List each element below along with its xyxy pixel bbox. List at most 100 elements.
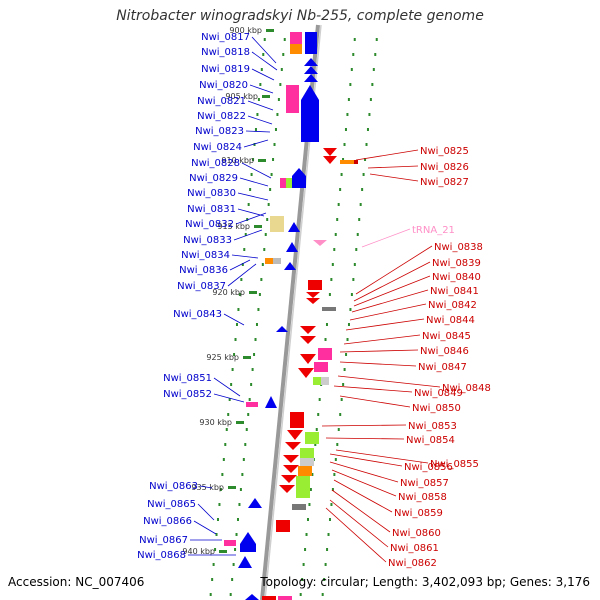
gene-arrow-reverse	[323, 148, 337, 156]
leader-line	[339, 349, 419, 353]
track-dot	[337, 203, 340, 206]
gene-label-right: Nwi_0861	[390, 543, 439, 554]
track-dot	[247, 413, 250, 416]
leader-line	[227, 263, 257, 287]
gene-labels: Nwi_0817 Nwi_0818 Nwi_0819 Nwi_0820 Nwi_0821…	[137, 32, 491, 569]
gene-block	[265, 258, 273, 264]
track-dot	[364, 158, 367, 161]
leader-line	[351, 289, 429, 313]
gene-label-right: Nwi_0846	[420, 346, 469, 357]
leader-line	[325, 437, 405, 440]
leader-line	[367, 165, 419, 169]
track-dot	[231, 368, 234, 371]
label-leaders	[188, 36, 441, 563]
track-dot	[238, 293, 241, 296]
leader-line	[241, 162, 272, 179]
track-dot	[345, 353, 348, 356]
track-dot	[214, 548, 217, 551]
track-dot	[237, 308, 240, 311]
track-dot	[359, 203, 362, 206]
track-dot	[235, 533, 238, 536]
gene-label-left: Nwi_0828	[191, 158, 240, 169]
track-dot	[249, 188, 252, 191]
track-dot	[279, 83, 282, 86]
track-dot	[374, 53, 377, 56]
track-dot	[229, 593, 232, 596]
leader-line	[331, 469, 397, 497]
track-dot	[263, 248, 266, 251]
track-dot	[266, 218, 269, 221]
track-dot	[236, 518, 239, 521]
track-dot	[244, 443, 247, 446]
gene-arrow-reverse	[300, 354, 316, 364]
accession-text: Accession: NC_007406	[8, 575, 145, 589]
gene-label-right: Nwi_0858	[398, 492, 447, 503]
track-dot	[318, 398, 321, 401]
track-dot	[264, 233, 267, 236]
leader-line	[243, 139, 269, 148]
trna-mark	[313, 240, 327, 246]
leader-line	[329, 461, 399, 483]
track-dot	[356, 233, 359, 236]
track-dots	[209, 38, 378, 596]
leader-line	[329, 499, 389, 548]
kbp-tick-mark	[219, 550, 227, 553]
track-dot	[227, 413, 230, 416]
track-dot	[347, 98, 350, 101]
track-dot	[225, 428, 228, 431]
gene-label-left: Nwi_0868	[137, 550, 186, 561]
gene-arrow-reverse	[298, 368, 314, 378]
gene-label-right: Nwi_0856	[404, 462, 453, 473]
gene-arrow-forward	[304, 58, 318, 66]
kbp-tick-label: 905 kbp	[225, 92, 258, 101]
gene-arrow-forward	[286, 242, 298, 252]
gene-arrow-reverse	[283, 465, 299, 473]
track-dot	[350, 68, 353, 71]
track-dot	[330, 503, 333, 506]
leader-line	[223, 313, 245, 326]
leader-line	[251, 36, 277, 64]
gene-label-right: Nwi_0840	[432, 272, 481, 283]
kbp-tick-mark	[236, 421, 244, 424]
gene-label-left: Nwi_0821	[197, 96, 246, 107]
kbp-tick-label: 925 kbp	[206, 353, 239, 362]
gene-label-left: Nwi_0817	[201, 32, 250, 43]
track-dot	[270, 173, 273, 176]
gene-label-left: Nwi_0865	[147, 499, 196, 510]
gene-label-left: Nwi_0834	[181, 250, 230, 261]
track-dot	[346, 338, 349, 341]
track-dot	[283, 38, 286, 41]
kbp-tick-label: 915 kbp	[217, 222, 250, 231]
track-dot	[247, 203, 250, 206]
leader-line	[213, 393, 245, 403]
gene-block	[301, 100, 319, 142]
track-dot	[328, 518, 331, 521]
track-dot	[315, 428, 318, 431]
gene-block	[296, 476, 310, 498]
gene-block	[270, 216, 284, 232]
leader-line	[247, 100, 274, 111]
track-dot	[333, 248, 336, 251]
track-dot	[260, 68, 263, 71]
gene-block	[308, 280, 322, 290]
gene-arrow-forward	[301, 85, 319, 100]
track-dot	[258, 293, 261, 296]
track-dot	[352, 278, 355, 281]
gene-block	[300, 458, 314, 466]
track-dot	[234, 338, 237, 341]
gene-arrow-forward	[276, 326, 288, 332]
track-dot	[336, 443, 339, 446]
gene-arrow-reverse	[323, 156, 337, 164]
track-dot	[241, 263, 244, 266]
leader-line	[333, 479, 393, 513]
track-dot	[254, 338, 257, 341]
gene-arrow-reverse	[300, 336, 316, 344]
track-dot	[339, 188, 342, 191]
gene-label-left: Nwi_0866	[143, 516, 192, 527]
gene-block	[278, 596, 292, 600]
track-dot	[333, 473, 336, 476]
track-dot	[368, 113, 371, 116]
track-dot	[353, 263, 356, 266]
kbp-tick-label: 920 kbp	[212, 288, 245, 297]
